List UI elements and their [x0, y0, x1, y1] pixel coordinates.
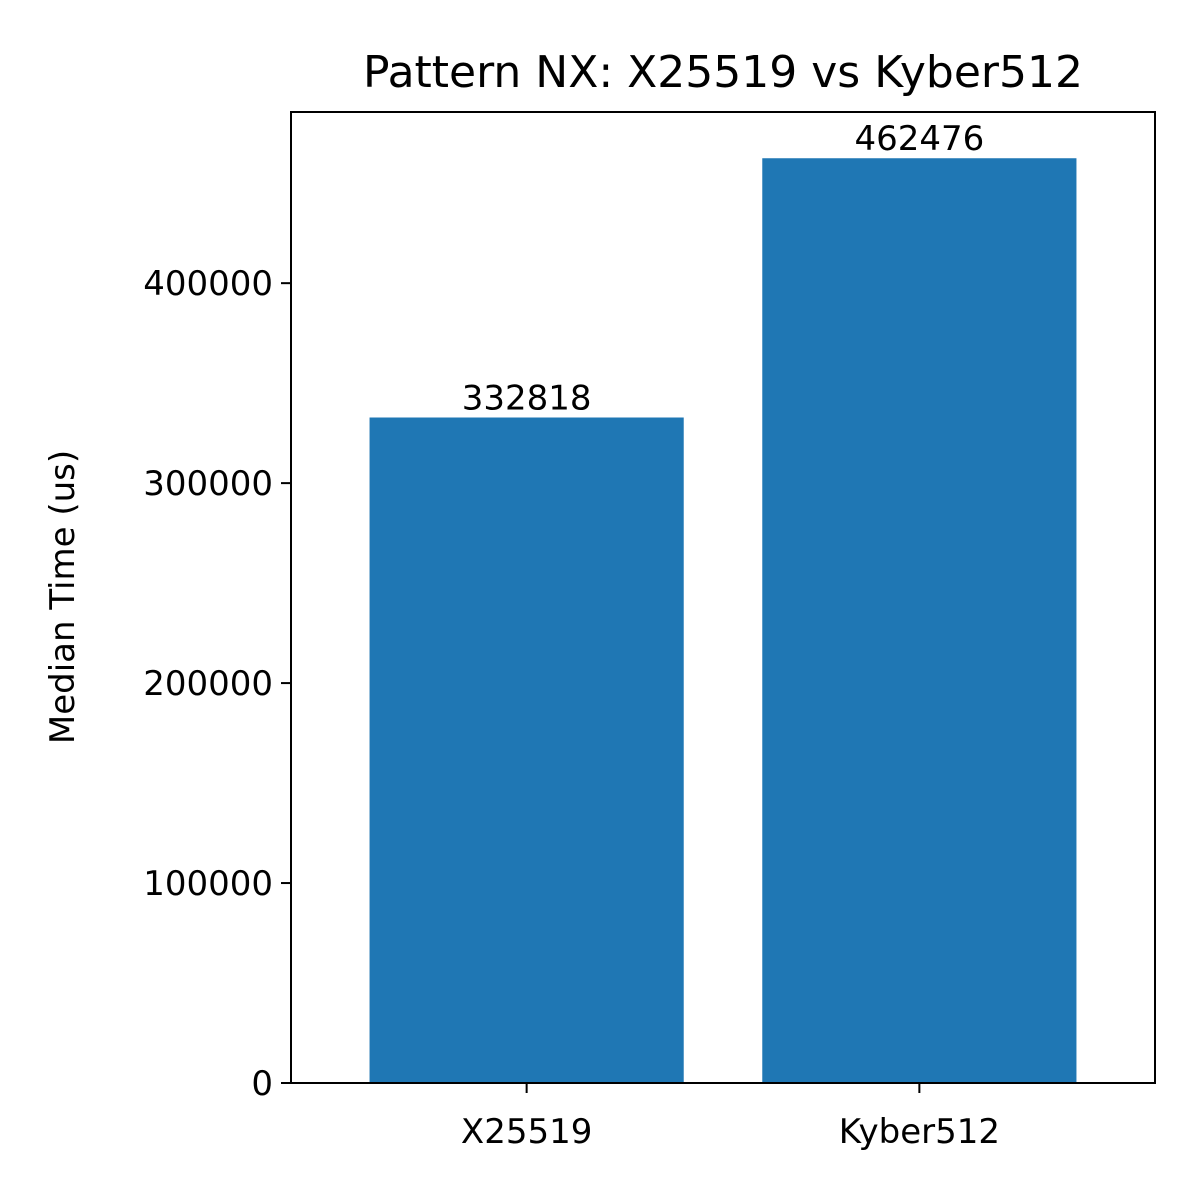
- data-label-x25519: 332818: [462, 379, 592, 419]
- x-tick-label: Kyber512: [839, 1112, 1000, 1152]
- x-tick-label: X25519: [461, 1112, 592, 1152]
- y-tick-label: 300000: [143, 464, 273, 504]
- y-tick-label: 100000: [143, 864, 273, 904]
- y-tick-label: 200000: [143, 664, 273, 704]
- bars-group: [369, 158, 1077, 1084]
- bar-kyber512: [762, 158, 1077, 1084]
- y-tick-label: 400000: [143, 264, 273, 304]
- data-labels-group: 332818 462476: [462, 119, 985, 418]
- plot-frame: [290, 111, 1156, 1084]
- y-axis-ticks: 0 100000 200000 300000 400000: [143, 264, 291, 1104]
- x-axis-ticks: X25519 Kyber512: [461, 1083, 1000, 1152]
- data-label-kyber512: 462476: [854, 119, 984, 159]
- y-tick-label: 0: [251, 1064, 273, 1104]
- y-axis-label: Median Time (us): [43, 450, 83, 744]
- bar-x25519: [369, 417, 684, 1083]
- chart-title: Pattern NX: X25519 vs Kyber512: [363, 47, 1083, 98]
